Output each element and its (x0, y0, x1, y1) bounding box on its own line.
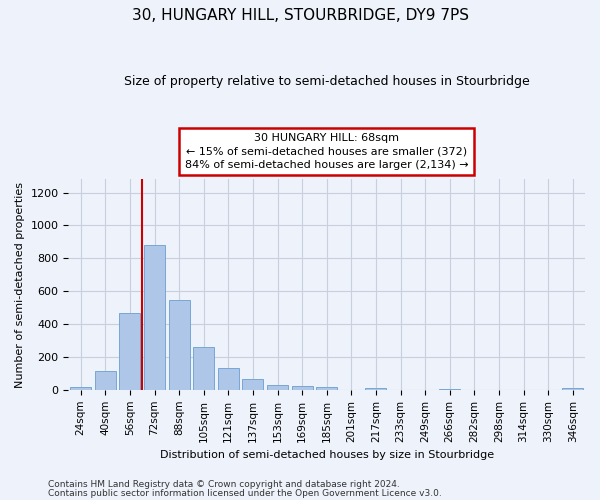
Text: Contains public sector information licensed under the Open Government Licence v3: Contains public sector information licen… (48, 489, 442, 498)
Bar (242, 379, 263, 390)
Y-axis label: Number of semi-detached properties: Number of semi-detached properties (15, 182, 25, 388)
Bar (95, 371, 116, 390)
Text: Contains HM Land Registry data © Crown copyright and database right 2024.: Contains HM Land Registry data © Crown c… (48, 480, 400, 489)
Bar (144, 245, 165, 390)
Text: 30, HUNGARY HILL, STOURBRIDGE, DY9 7PS: 30, HUNGARY HILL, STOURBRIDGE, DY9 7PS (131, 8, 469, 22)
Bar (316, 387, 337, 390)
X-axis label: Distribution of semi-detached houses by size in Stourbridge: Distribution of semi-detached houses by … (160, 450, 494, 460)
Bar (292, 386, 313, 390)
Bar (70, 387, 91, 390)
Bar (169, 300, 190, 390)
Title: Size of property relative to semi-detached houses in Stourbridge: Size of property relative to semi-detach… (124, 75, 530, 88)
Bar (439, 388, 460, 390)
Bar (365, 388, 386, 390)
Bar (119, 313, 140, 390)
Bar (267, 384, 288, 390)
Bar (218, 368, 239, 390)
Text: 30 HUNGARY HILL: 68sqm
← 15% of semi-detached houses are smaller (372)
84% of se: 30 HUNGARY HILL: 68sqm ← 15% of semi-det… (185, 133, 469, 170)
Bar (562, 388, 583, 390)
Bar (193, 348, 214, 390)
